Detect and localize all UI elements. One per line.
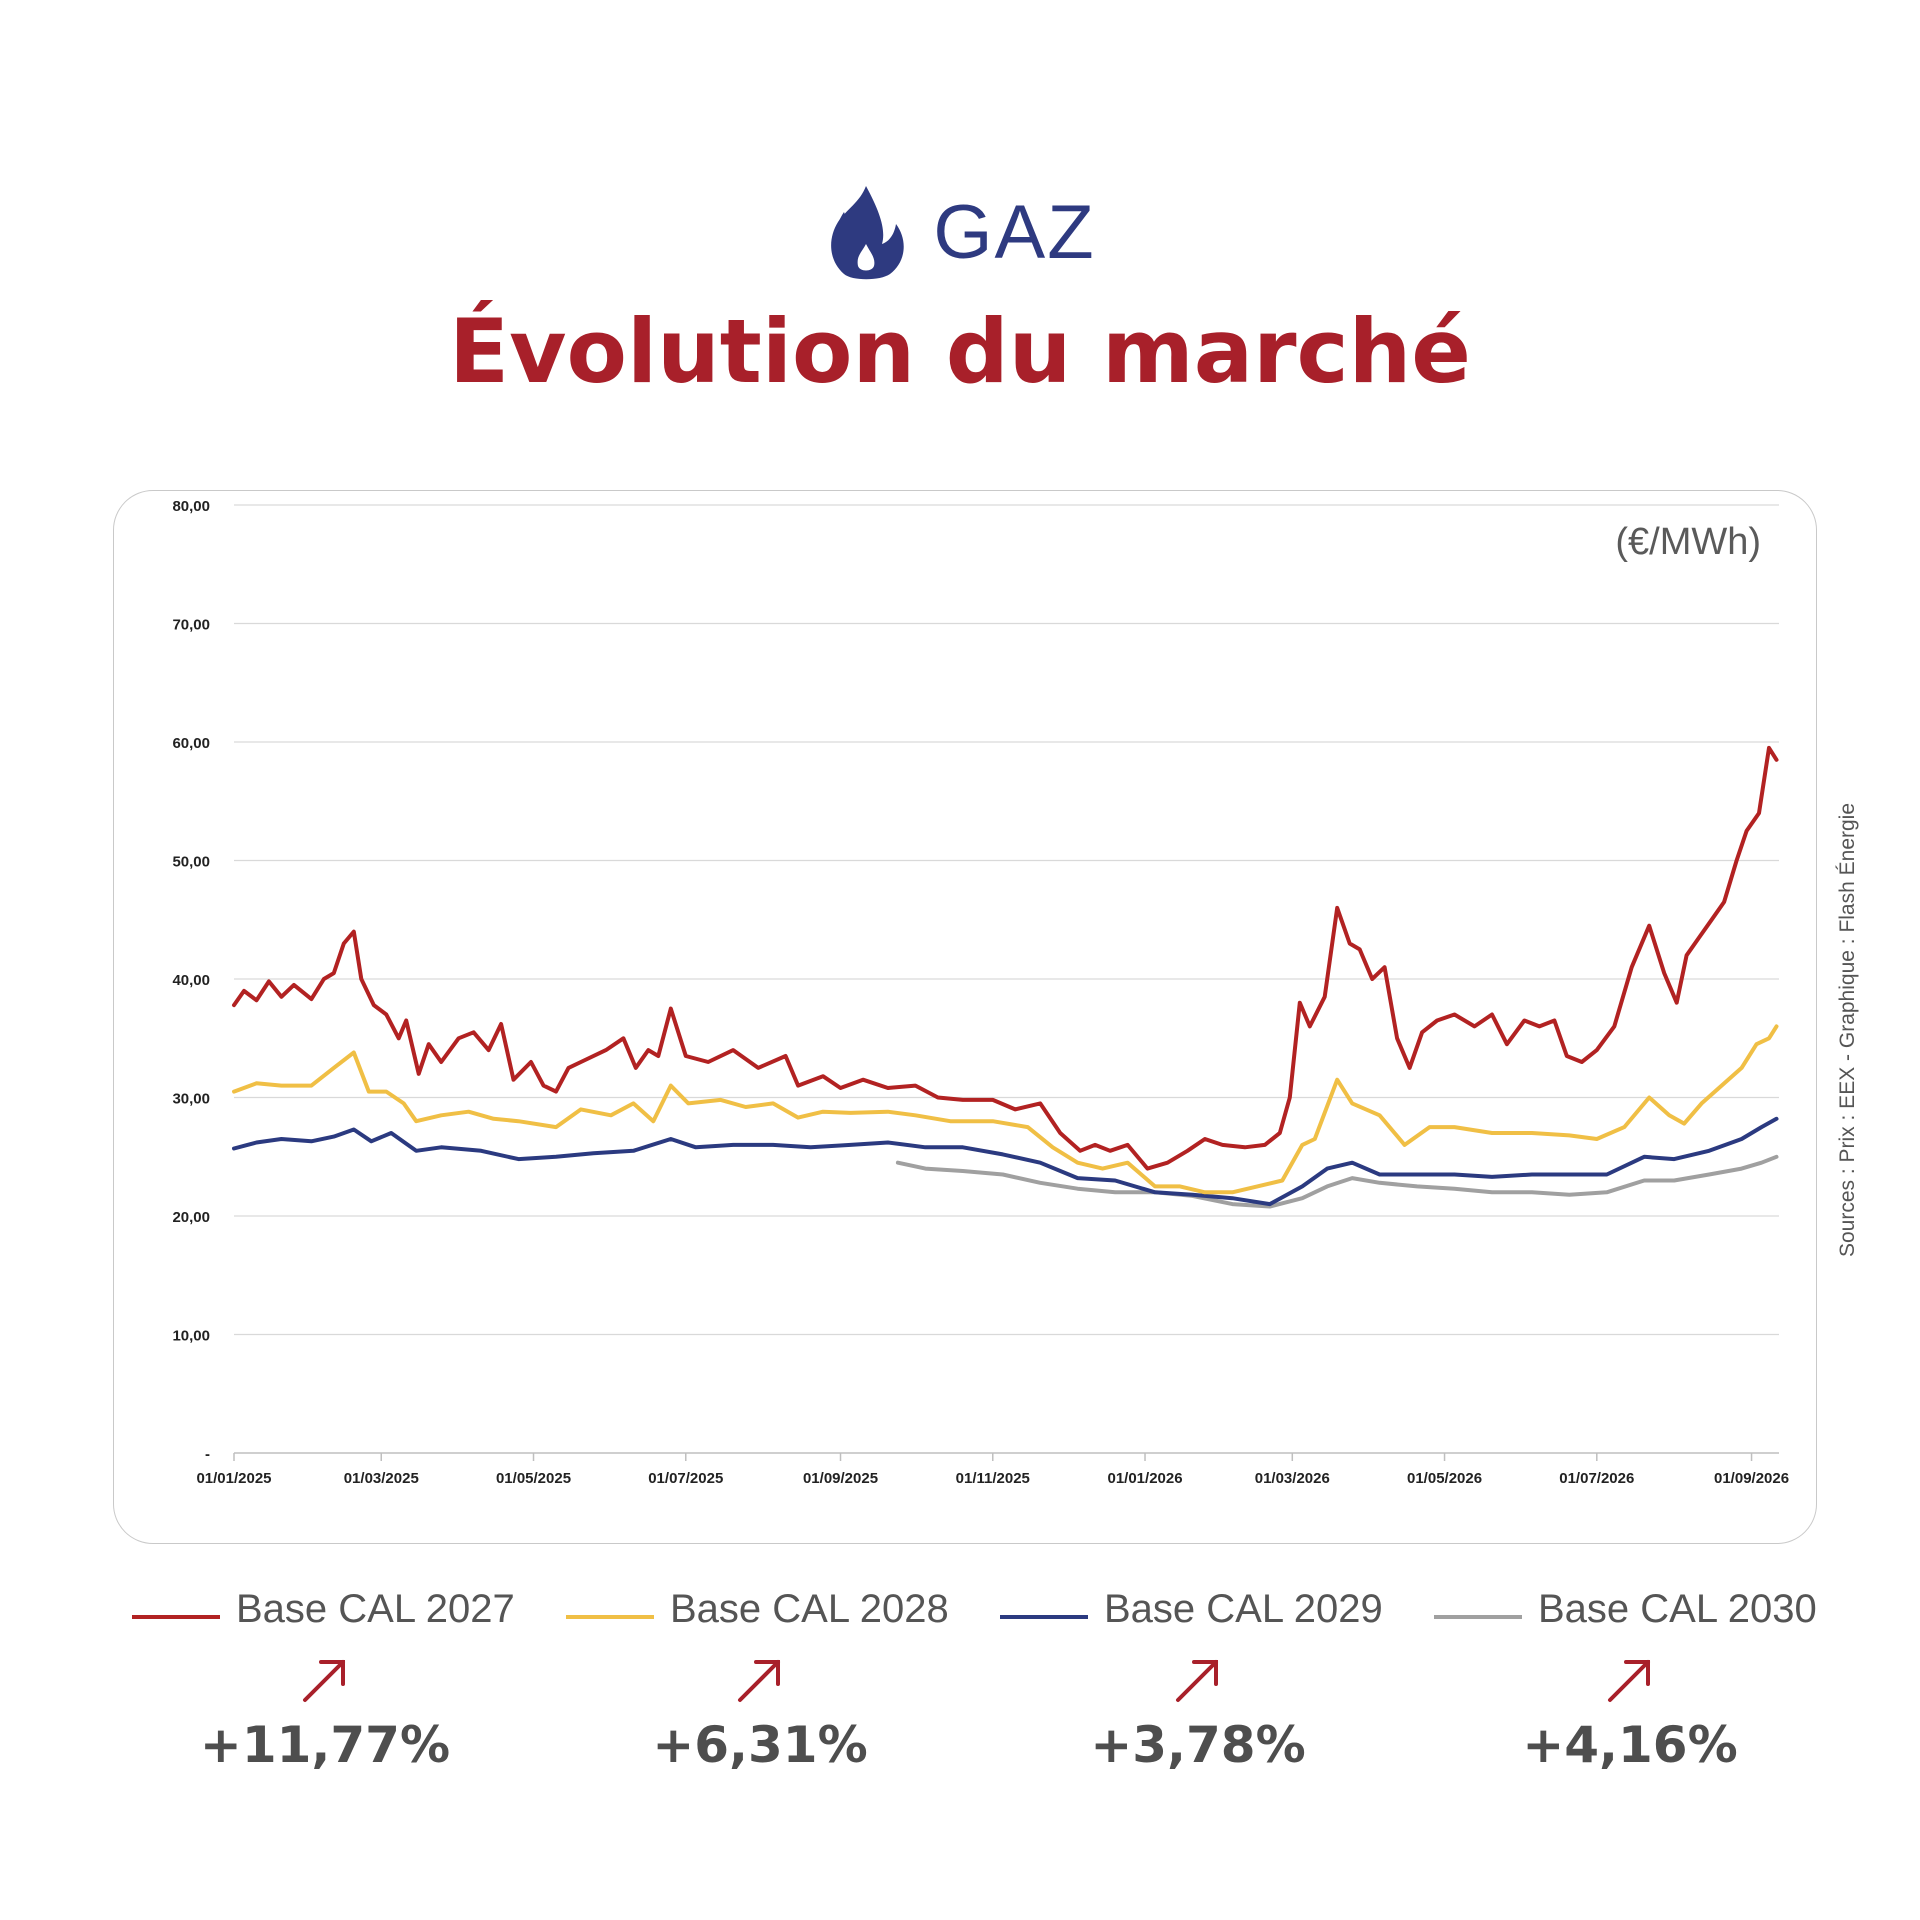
series-line-base-cal-2029 bbox=[232, 1116, 1779, 1207]
change-2029: +3,78% bbox=[1068, 1650, 1328, 1780]
x-tick-label: 01/05/2025 bbox=[496, 1470, 571, 1487]
category-label: GAZ bbox=[933, 189, 1096, 275]
page-title: Évolution du marché bbox=[449, 300, 1471, 403]
change-value-2030: +4,16% bbox=[1522, 1716, 1738, 1774]
y-tick-label: 30,00 bbox=[172, 1091, 210, 1108]
arrow-up-right-icon bbox=[1176, 1660, 1218, 1702]
category-row: GAZ bbox=[0, 182, 1920, 282]
x-tick-label: 01/01/2026 bbox=[1107, 1470, 1182, 1487]
change-2028: +6,31% bbox=[630, 1650, 890, 1780]
y-tick-label: 10,00 bbox=[172, 1328, 210, 1345]
change-2030: +4,16% bbox=[1500, 1650, 1760, 1780]
x-tick-label: 01/09/2025 bbox=[803, 1470, 878, 1487]
arrow-up-right-icon bbox=[738, 1660, 780, 1702]
unit-label: (€/MWh) bbox=[1615, 521, 1761, 563]
x-tick-label: 01/05/2026 bbox=[1407, 1470, 1482, 1487]
legend: Base CAL 2027 Base CAL 2028 Base CAL 202… bbox=[0, 1585, 1920, 1645]
x-tick-label: 01/11/2025 bbox=[956, 1470, 1030, 1487]
x-tick-label: 01/09/2026 bbox=[1714, 1470, 1789, 1487]
x-tick-label: 01/07/2026 bbox=[1559, 1470, 1634, 1487]
y-tick-label: 50,00 bbox=[172, 854, 210, 871]
y-tick-label: 70,00 bbox=[172, 617, 210, 634]
x-tick-label: 01/03/2025 bbox=[344, 1470, 419, 1487]
legend-swatch-2029 bbox=[1000, 1615, 1088, 1619]
change-value-2028: +6,31% bbox=[652, 1716, 868, 1774]
source-note: Sources : Prix : EEX - Graphique : Flash… bbox=[1836, 802, 1859, 1258]
x-tick-label: 01/01/2025 bbox=[196, 1470, 271, 1487]
change-value-2027: +11,77% bbox=[199, 1716, 451, 1774]
arrow-up-right-icon bbox=[303, 1660, 345, 1702]
flame-icon bbox=[831, 186, 905, 280]
series-line-base-cal-2030 bbox=[895, 1154, 1779, 1209]
y-tick-label: 80,00 bbox=[172, 498, 210, 515]
legend-label-2028: Base CAL 2028 bbox=[670, 1587, 949, 1631]
y-tick-label: 20,00 bbox=[172, 1209, 210, 1226]
legend-label-2027: Base CAL 2027 bbox=[236, 1587, 515, 1631]
chart-card: - 10,00 20,00 30,00 40,00 50,00 60,00 70,00 80,0… bbox=[113, 490, 1817, 1544]
x-tick-label: 01/03/2026 bbox=[1255, 1470, 1330, 1487]
y-tick-label: 40,00 bbox=[172, 972, 210, 989]
arrow-up-right-icon bbox=[1608, 1660, 1650, 1702]
series-line-base-cal-2027 bbox=[232, 745, 1779, 1171]
legend-label-2030: Base CAL 2030 bbox=[1538, 1587, 1817, 1631]
x-tick-label: 01/07/2025 bbox=[648, 1470, 723, 1487]
legend-swatch-2028 bbox=[566, 1615, 654, 1619]
change-2027: +11,77% bbox=[195, 1650, 455, 1780]
legend-swatch-2030 bbox=[1434, 1615, 1522, 1619]
line-chart: - 10,00 20,00 30,00 40,00 50,00 60,00 70,00 80,0… bbox=[172, 498, 1789, 1487]
series-line-base-cal-2028 bbox=[232, 1024, 1779, 1195]
legend-swatch-2027 bbox=[132, 1615, 220, 1619]
legend-label-2029: Base CAL 2029 bbox=[1104, 1587, 1383, 1631]
header: GAZ Évolution du marché bbox=[0, 170, 1920, 430]
y-tick-label: - bbox=[205, 1446, 210, 1463]
change-value-2029: +3,78% bbox=[1090, 1716, 1306, 1774]
y-tick-label: 60,00 bbox=[172, 735, 210, 752]
